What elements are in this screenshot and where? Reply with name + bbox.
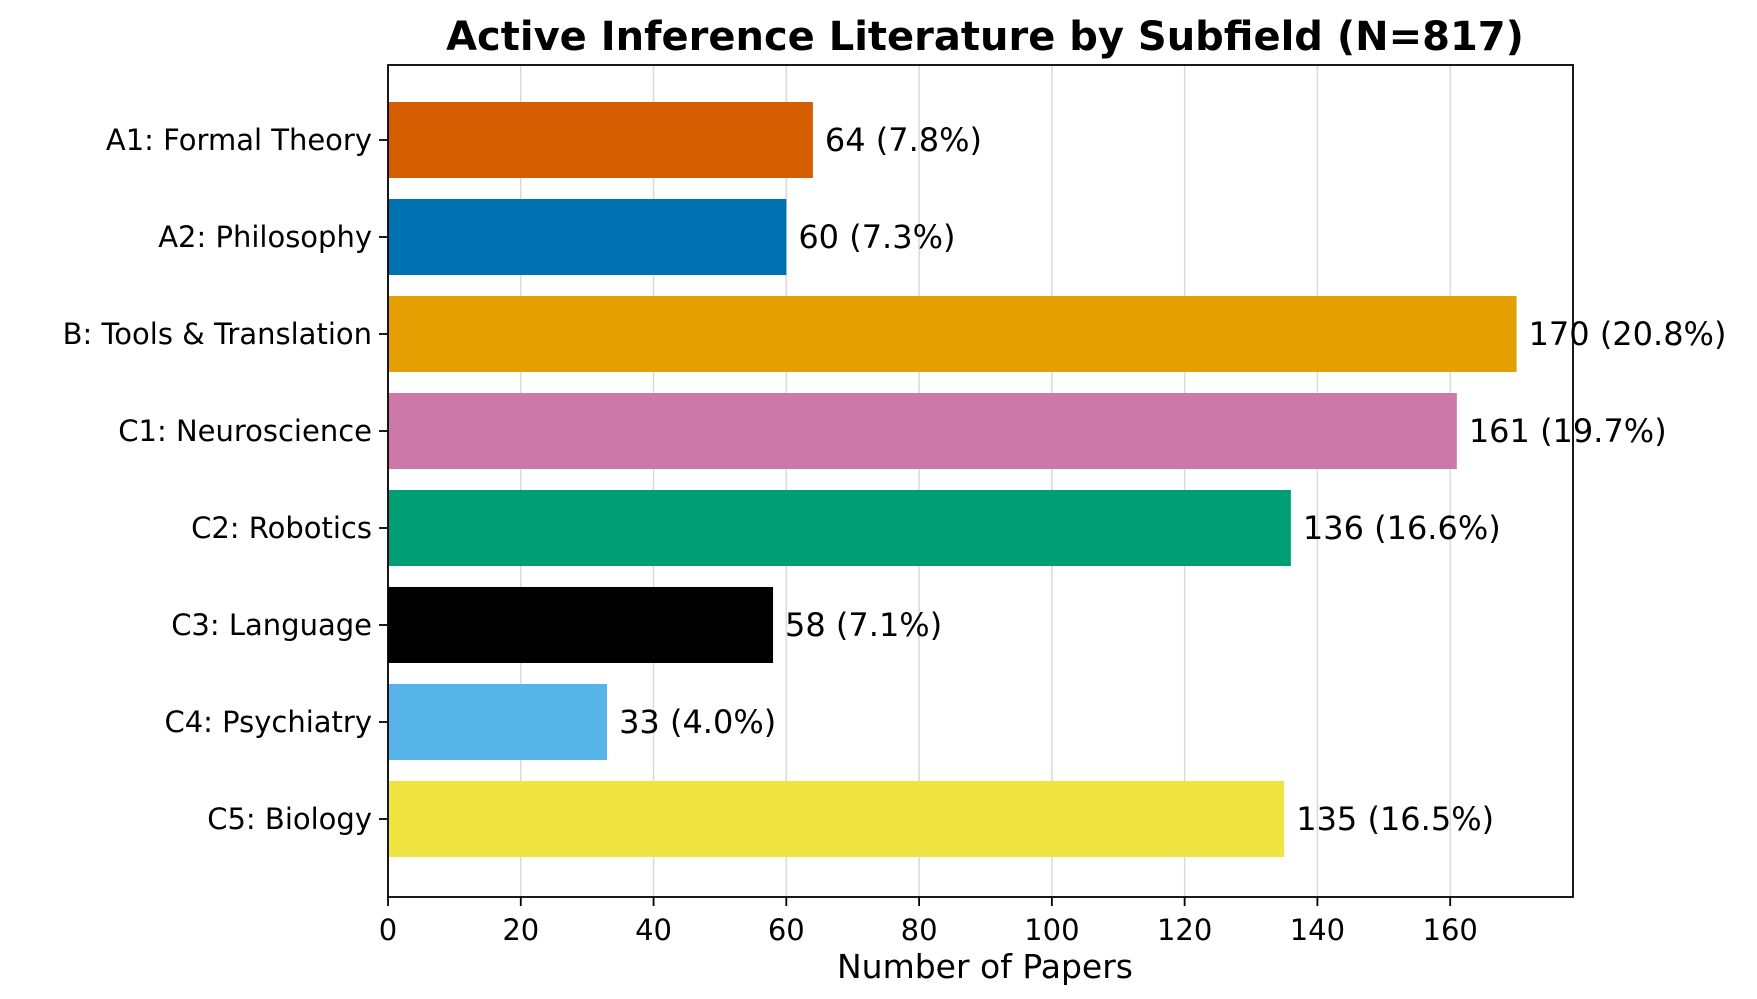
bar (388, 490, 1291, 566)
bar (388, 393, 1457, 469)
x-tick-label: 60 (768, 913, 805, 947)
data-label: 58 (7.1%) (785, 606, 942, 644)
category-label: A1: Formal Theory (106, 123, 372, 157)
bar (388, 684, 608, 760)
category-label: C4: Psychiatry (164, 705, 372, 739)
gridlines (387, 65, 1451, 897)
plot-frame (387, 64, 1574, 898)
x-tick-label: 40 (635, 913, 672, 947)
data-label: 64 (7.8%) (825, 121, 982, 159)
bar (388, 296, 1517, 372)
data-label: 170 (20.8%) (1529, 315, 1727, 353)
x-tick-label: 100 (1024, 913, 1079, 947)
data-label: 135 (16.5%) (1296, 800, 1494, 838)
x-tick-label: 20 (502, 913, 539, 947)
data-label: 136 (16.6%) (1303, 509, 1501, 547)
bars (388, 102, 1517, 857)
data-label: 33 (4.0%) (619, 703, 776, 741)
category-label: C3: Language (171, 608, 372, 642)
x-axis-label: Number of Papers (837, 947, 1133, 986)
bar (388, 587, 774, 663)
x-tick-label: 140 (1290, 913, 1345, 947)
data-labels: 64 (7.8%) 60 (7.3%) 170 (20.8%) 161 (19.7%)… (619, 121, 1726, 838)
data-label: 60 (7.3%) (798, 218, 955, 256)
chart-title: Active Inference Literature by Subfield … (446, 14, 1524, 60)
category-labels: A1: Formal Theory A2: Philosophy B: Tools … (63, 123, 388, 836)
bar (388, 199, 787, 275)
category-label: B: Tools & Translation (63, 317, 372, 351)
x-tick-label: 120 (1157, 913, 1212, 947)
bar (388, 781, 1285, 857)
category-label: C1: Neuroscience (118, 414, 372, 448)
category-label: A2: Philosophy (158, 220, 372, 254)
category-label: C5: Biology (207, 802, 372, 836)
x-tick-label: 160 (1423, 913, 1478, 947)
bar (388, 102, 813, 178)
x-axis-ticks: 0 20 40 60 80 100 120 140 160 (379, 897, 1478, 947)
data-label: 161 (19.7%) (1469, 412, 1667, 450)
category-label: C2: Robotics (191, 511, 372, 545)
x-tick-label: 0 (379, 913, 397, 947)
x-tick-label: 80 (901, 913, 938, 947)
